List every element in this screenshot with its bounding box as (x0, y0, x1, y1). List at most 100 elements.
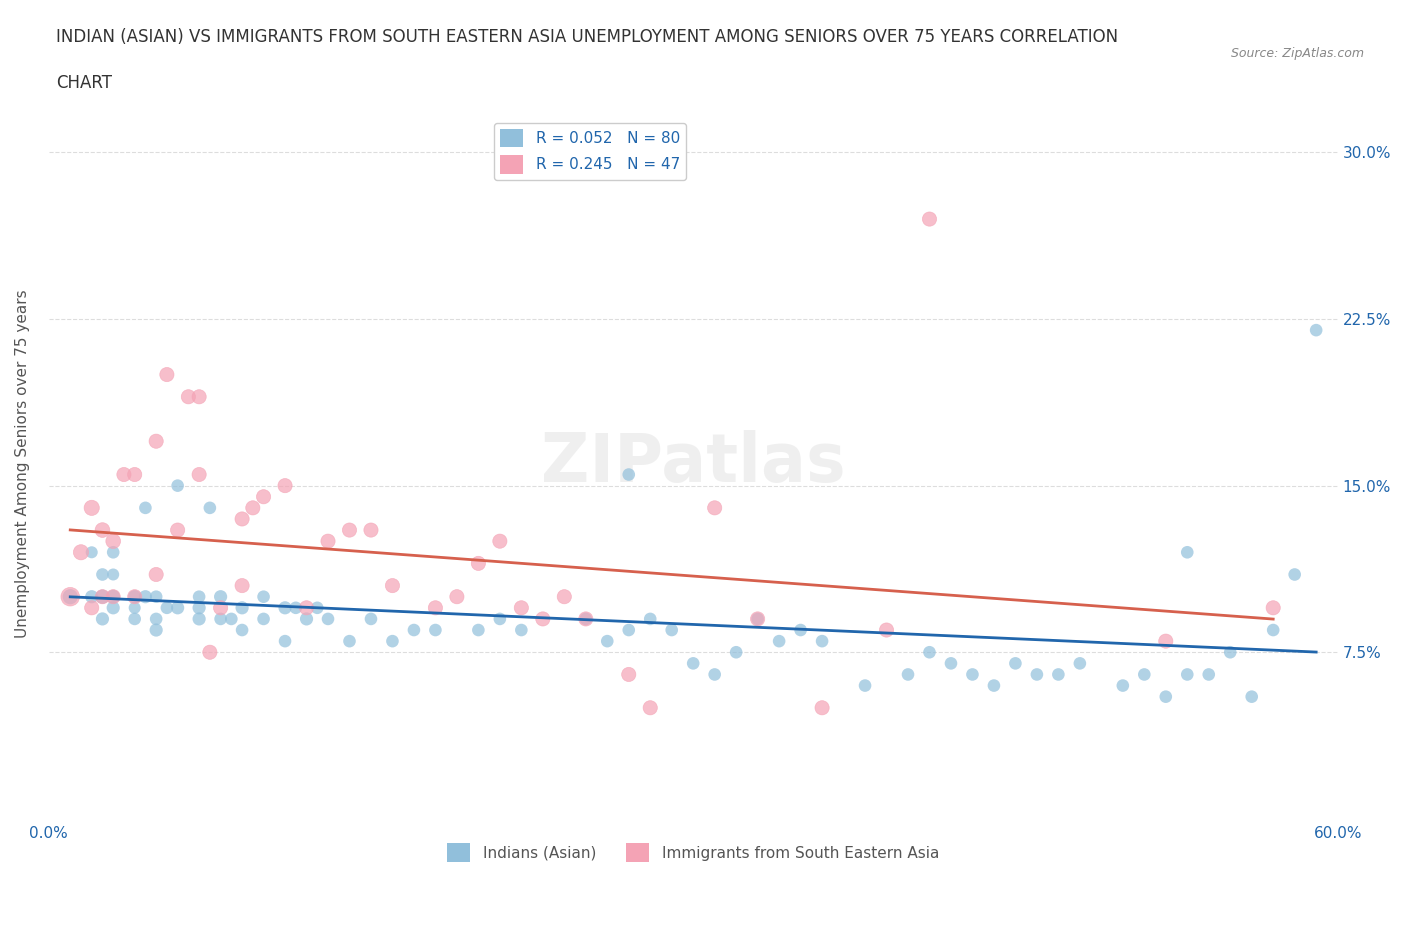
Point (145, 590, 167, 604)
Point (638, 612, 661, 627)
Point (124, 590, 146, 604)
Point (145, 567, 167, 582)
Point (360, 523, 382, 538)
Point (983, 678, 1005, 693)
Point (231, 601, 253, 616)
Point (1047, 667, 1070, 682)
Point (768, 633, 790, 648)
Point (402, 622, 425, 637)
Point (124, 601, 146, 616)
Point (853, 678, 876, 693)
Point (80, 500, 103, 515)
Point (703, 667, 725, 682)
Point (316, 534, 339, 549)
Point (91, 590, 114, 604)
Point (103, 601, 125, 616)
Point (1154, 689, 1177, 704)
Point (489, 612, 512, 627)
Point (134, 500, 156, 515)
Point (467, 622, 489, 637)
Y-axis label: Unemployment Among Seniors over 75 years: Unemployment Among Seniors over 75 years (15, 289, 30, 638)
Point (575, 612, 598, 627)
Point (252, 590, 274, 604)
Text: ZIPatlas: ZIPatlas (541, 431, 845, 497)
Point (1284, 567, 1306, 582)
Point (156, 601, 179, 616)
Point (703, 500, 725, 515)
Point (166, 478, 188, 493)
Point (166, 601, 188, 616)
Point (939, 656, 962, 671)
Point (1263, 622, 1285, 637)
Point (80, 545, 103, 560)
Point (166, 523, 188, 538)
Point (59, 590, 82, 604)
Point (1305, 323, 1327, 338)
Point (177, 390, 200, 405)
Point (91, 612, 114, 627)
Point (876, 622, 898, 637)
Text: INDIAN (ASIAN) VS IMMIGRANTS FROM SOUTH EASTERN ASIA UNEMPLOYMENT AMONG SENIORS : INDIAN (ASIAN) VS IMMIGRANTS FROM SOUTH … (56, 28, 1118, 46)
Point (231, 578, 253, 593)
Point (617, 667, 640, 682)
Point (198, 644, 221, 659)
Point (531, 612, 554, 627)
Point (510, 622, 533, 637)
Point (360, 612, 382, 627)
Point (134, 590, 156, 604)
Point (103, 590, 125, 604)
Point (381, 578, 404, 593)
Point (124, 590, 146, 604)
Point (145, 612, 167, 627)
Point (307, 601, 329, 616)
Point (274, 478, 297, 493)
Text: Source: ZipAtlas.com: Source: ZipAtlas.com (1230, 46, 1364, 60)
Point (1175, 667, 1198, 682)
Point (1133, 667, 1156, 682)
Point (231, 512, 253, 526)
Point (1025, 667, 1047, 682)
Point (80, 590, 103, 604)
Point (661, 622, 683, 637)
Point (596, 633, 619, 648)
Point (811, 700, 834, 715)
Point (553, 590, 575, 604)
Point (489, 534, 512, 549)
Point (747, 612, 769, 627)
Point (1154, 633, 1177, 648)
Point (80, 601, 103, 616)
Point (91, 523, 114, 538)
Point (425, 601, 447, 616)
Point (682, 656, 704, 671)
Point (811, 633, 834, 648)
Point (747, 612, 769, 627)
Legend: Indians (Asian), Immigrants from South Eastern Asia: Indians (Asian), Immigrants from South E… (441, 837, 945, 868)
Point (103, 590, 125, 604)
Point (242, 500, 264, 515)
Point (103, 567, 125, 582)
Point (91, 567, 114, 582)
Point (918, 644, 941, 659)
Point (1004, 656, 1026, 671)
Point (103, 534, 125, 549)
Point (962, 667, 984, 682)
Point (316, 612, 339, 627)
Point (70, 545, 93, 560)
Point (188, 612, 211, 627)
Point (339, 523, 361, 538)
Point (339, 633, 361, 648)
Point (284, 601, 307, 616)
Point (145, 622, 167, 637)
Point (188, 390, 211, 405)
Point (274, 601, 297, 616)
Point (789, 622, 811, 637)
Point (156, 367, 179, 382)
Point (91, 590, 114, 604)
Point (1175, 545, 1198, 560)
Point (209, 590, 232, 604)
Point (188, 601, 211, 616)
Point (897, 667, 920, 682)
Point (112, 467, 135, 482)
Point (467, 556, 489, 571)
Point (1219, 644, 1241, 659)
